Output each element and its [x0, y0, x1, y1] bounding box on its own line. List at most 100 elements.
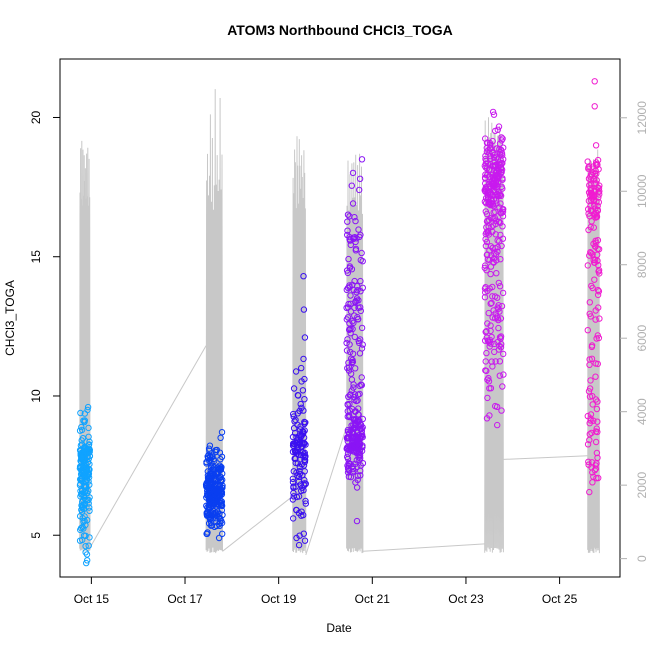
data-point	[295, 493, 303, 500]
data-point	[347, 308, 355, 315]
data-point	[488, 252, 495, 259]
data-point	[490, 258, 497, 266]
data-point	[496, 334, 504, 341]
y2-tick-label: 10000	[635, 174, 649, 208]
data-point	[595, 199, 602, 206]
data-point	[204, 454, 212, 462]
data-point	[208, 519, 215, 526]
data-point	[79, 455, 87, 462]
data-point	[591, 276, 598, 283]
altitude-segment-2	[205, 89, 223, 554]
data-point	[353, 484, 361, 491]
y-axis-right: 0 2000 4000 6000 8000 10000 12000	[620, 101, 649, 562]
data-point	[344, 426, 352, 434]
data-point	[587, 197, 595, 204]
data-point	[484, 256, 492, 263]
data-point	[482, 367, 489, 374]
data-point	[488, 358, 495, 365]
data-point	[85, 542, 92, 549]
data-point	[481, 162, 488, 170]
data-point	[592, 307, 599, 314]
data-point	[584, 327, 591, 334]
data-point	[488, 197, 496, 205]
data-point	[76, 537, 84, 544]
data-point	[86, 534, 93, 541]
data-point	[352, 247, 359, 254]
data-point	[353, 445, 361, 452]
x-tick-label: Oct 17	[167, 592, 203, 606]
data-point	[358, 425, 365, 432]
data-point	[355, 339, 363, 347]
data-point	[290, 413, 297, 420]
data-point	[344, 218, 351, 225]
data-point	[486, 343, 493, 350]
data-point	[297, 400, 304, 408]
data-point	[343, 304, 350, 311]
y-axis-left: 5 10 15 20	[29, 110, 60, 539]
data-point	[594, 251, 601, 259]
data-point	[78, 502, 86, 509]
data-point	[292, 416, 299, 424]
data-point	[347, 292, 354, 299]
data-point	[356, 186, 363, 194]
data-point	[302, 497, 309, 505]
y2-tick-label: 0	[635, 555, 649, 562]
x-tick-label: Oct 25	[542, 592, 578, 606]
data-point	[206, 485, 213, 493]
data-point	[591, 78, 598, 85]
y2-tick-label: 4000	[635, 398, 649, 425]
data-point	[290, 515, 297, 522]
y-axis-title: CHCl3_TOGA	[3, 280, 17, 356]
data-point	[78, 426, 86, 434]
data-point	[301, 396, 308, 403]
data-point	[207, 467, 214, 475]
data-point	[482, 208, 489, 215]
y-tick-label: 15	[29, 250, 43, 264]
data-point	[80, 417, 87, 424]
data-point	[354, 472, 361, 480]
data-point	[81, 494, 88, 502]
data-point	[589, 401, 596, 408]
data-point	[595, 194, 602, 201]
data-point	[348, 182, 355, 189]
data-point	[208, 463, 215, 471]
data-point	[594, 418, 601, 425]
data-point	[586, 488, 593, 496]
data-point	[212, 448, 220, 456]
data-point	[483, 328, 490, 335]
data-point	[592, 373, 599, 380]
data-point	[290, 385, 298, 392]
data-point	[343, 347, 351, 354]
data-point	[585, 206, 592, 213]
altitude-transit-1	[89, 345, 207, 548]
data-point	[483, 148, 491, 156]
data-point	[586, 252, 593, 259]
data-point	[587, 223, 594, 231]
data-point	[482, 188, 489, 195]
data-point	[215, 534, 223, 542]
flight-6-points	[584, 78, 603, 496]
data-point	[358, 156, 366, 163]
data-point	[352, 365, 359, 372]
data-point	[594, 291, 602, 299]
y2-tick-label: 6000	[635, 325, 649, 352]
flight-3-points	[289, 273, 309, 549]
data-point	[346, 237, 354, 244]
y2-tick-label: 2000	[635, 471, 649, 498]
data-point	[485, 378, 493, 385]
data-point	[596, 315, 603, 322]
data-point	[586, 299, 593, 306]
altitude-transit-4	[362, 543, 485, 552]
data-point	[349, 405, 356, 413]
data-point	[217, 434, 224, 441]
data-point	[84, 490, 91, 497]
data-point	[584, 441, 592, 448]
data-point	[489, 108, 497, 116]
data-point	[587, 417, 594, 424]
data-point	[596, 182, 603, 189]
data-point	[482, 358, 489, 365]
data-point	[301, 375, 308, 383]
data-point	[76, 463, 84, 470]
data-point	[593, 449, 601, 457]
